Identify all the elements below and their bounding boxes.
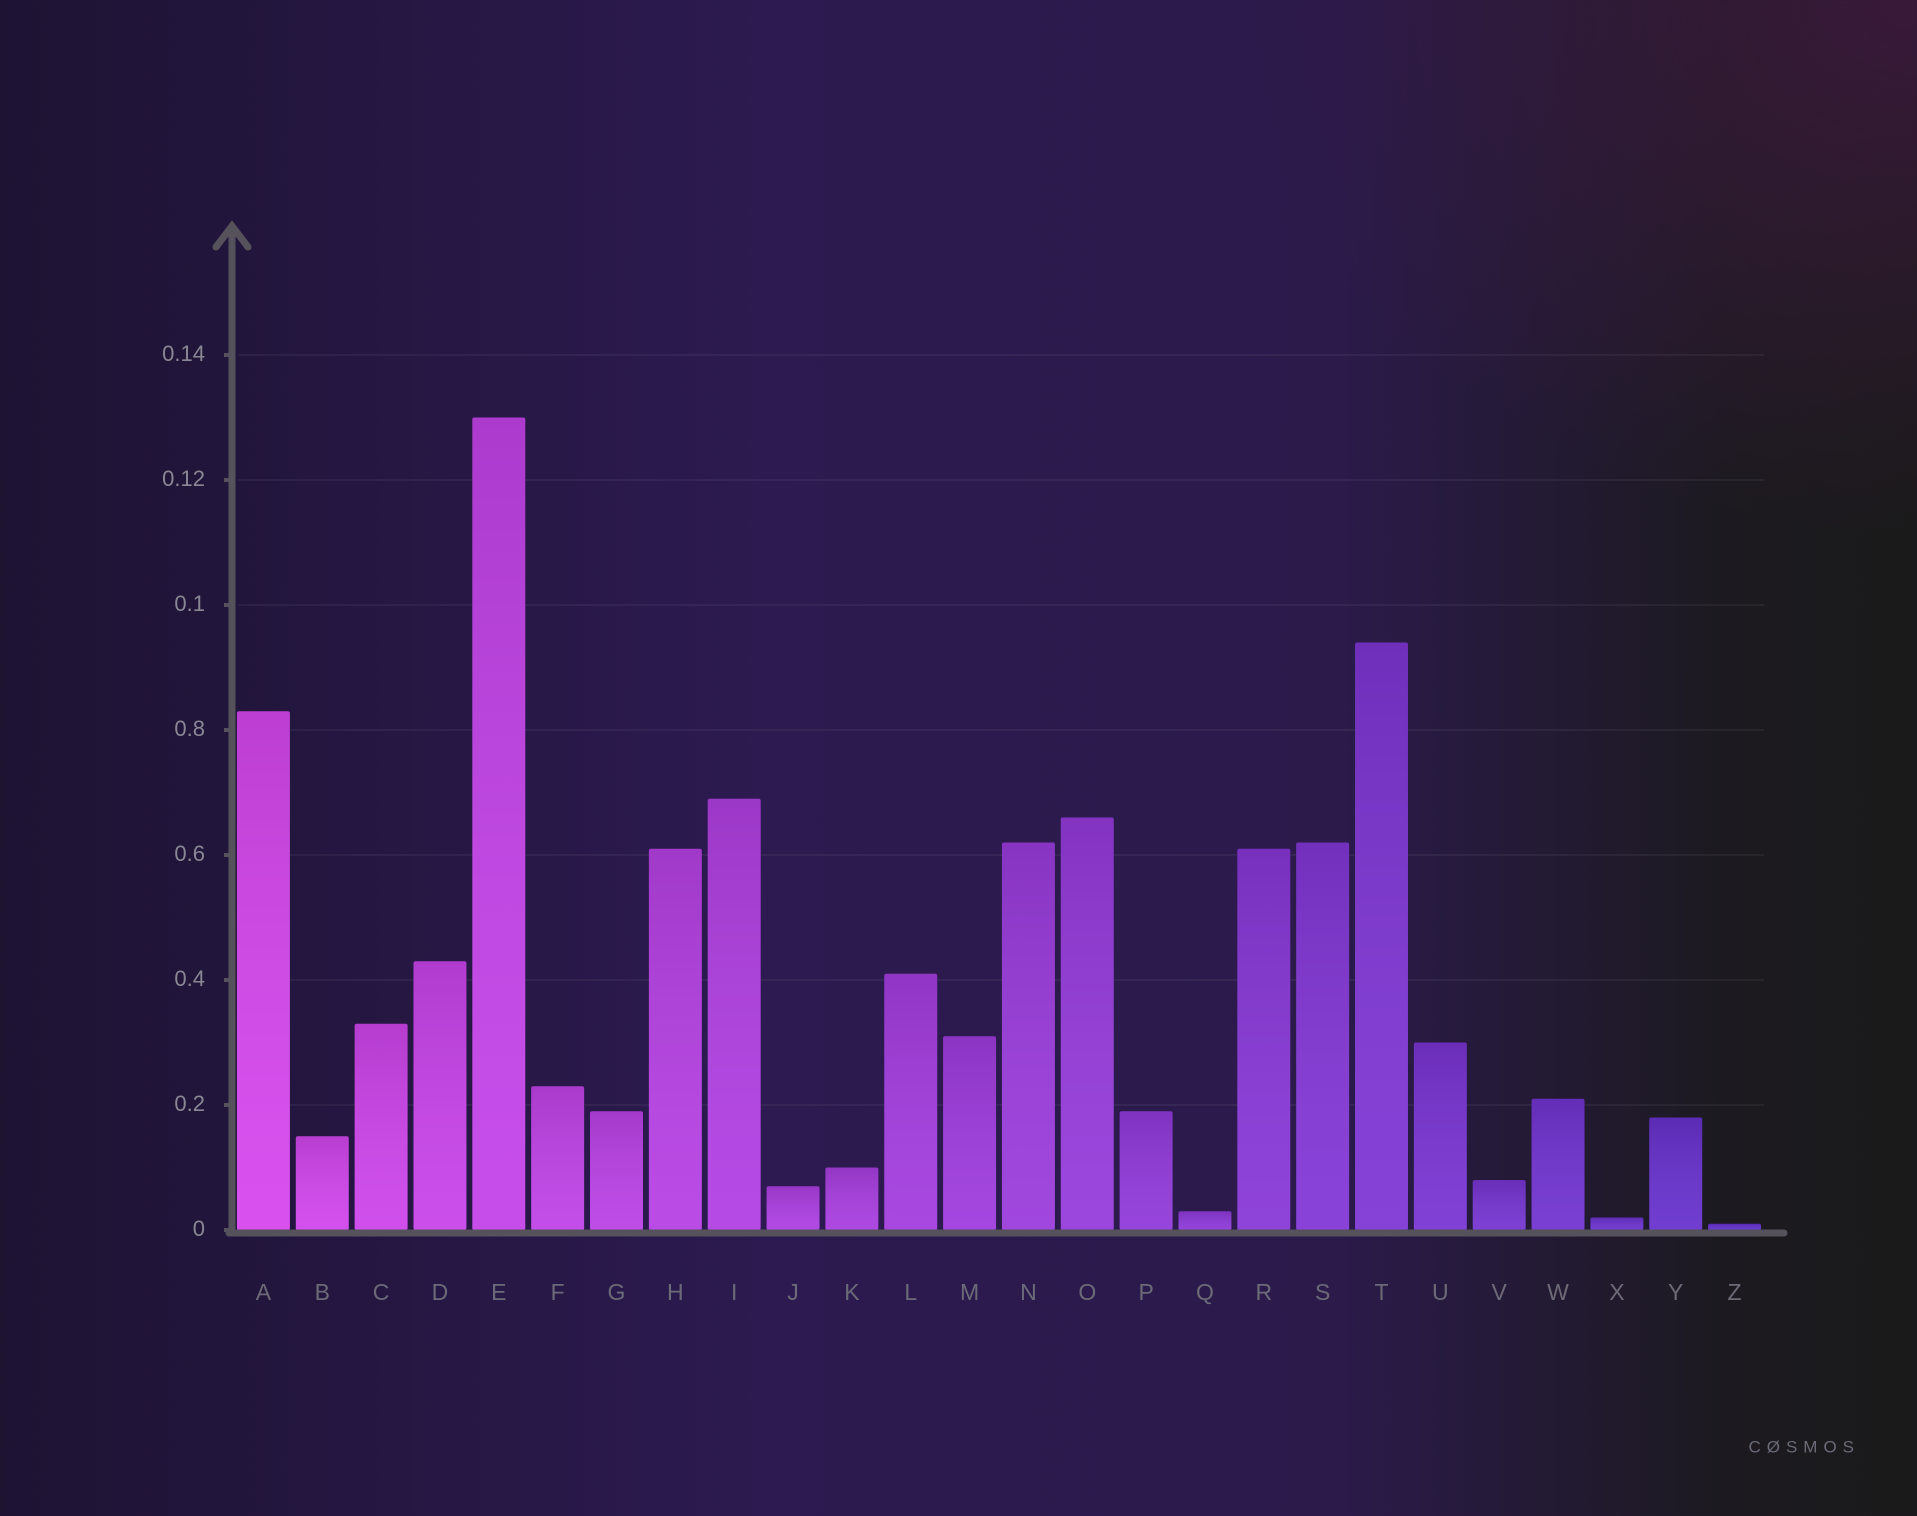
y-tick-label: 0.14 [162, 341, 205, 366]
bar-shade [1355, 642, 1408, 1230]
x-tick-label: I [731, 1279, 737, 1305]
y-tick-label: 0.12 [162, 466, 205, 491]
x-tick-label: X [1609, 1279, 1624, 1305]
bar-shade [472, 417, 526, 1230]
bar-shade [1590, 1217, 1644, 1230]
x-tick-label: Y [1668, 1279, 1683, 1305]
x-tick-label: R [1255, 1279, 1272, 1305]
x-tick-label: P [1138, 1279, 1153, 1305]
x-tick-label: Z [1728, 1279, 1742, 1305]
x-tick-label: V [1492, 1279, 1508, 1305]
y-axis-arrow [212, 220, 252, 251]
bar-shade [590, 1111, 643, 1230]
x-tick-label: A [256, 1279, 272, 1305]
x-tick-label: H [667, 1279, 684, 1305]
bar-shade [354, 1023, 408, 1230]
bar-shade [1001, 842, 1055, 1230]
x-tick-label: C [373, 1279, 390, 1305]
bar-shade [236, 711, 290, 1230]
bar-shade [531, 1086, 585, 1230]
y-tick-label: 0.6 [174, 841, 205, 866]
bar-shade [1649, 1117, 1703, 1230]
x-tick-label: T [1374, 1279, 1388, 1305]
bar-shade [295, 1136, 349, 1230]
x-tick-label: L [904, 1279, 917, 1305]
x-tick-label: N [1020, 1279, 1037, 1305]
bar-shade [1119, 1111, 1173, 1230]
bar-shade [1708, 1223, 1762, 1230]
x-tick-label: J [787, 1279, 799, 1305]
x-tick-label: B [315, 1279, 330, 1305]
x-tick-label: S [1315, 1279, 1330, 1305]
bar-shade [1296, 842, 1350, 1230]
bar-shade [707, 798, 761, 1230]
bar-shade [1178, 1211, 1232, 1230]
y-tick-label: 0.2 [174, 1091, 205, 1116]
bar-shade [825, 1167, 879, 1230]
bar-shade [1237, 848, 1291, 1230]
bar-shade [943, 1036, 997, 1230]
x-tick-label: W [1547, 1279, 1569, 1305]
y-tick-label: 0.4 [174, 966, 205, 991]
y-tick-label: 0.1 [174, 591, 205, 616]
x-tick-label: E [491, 1279, 506, 1305]
bar-shade [413, 961, 467, 1230]
x-tick-label: Q [1196, 1279, 1214, 1305]
watermark: CØSMOS [1748, 1437, 1860, 1456]
x-tick-label: U [1432, 1279, 1449, 1305]
bar-shade [1531, 1098, 1585, 1230]
bar-shade [1472, 1180, 1526, 1230]
plot-area: 0 0.2 0.4 0.6 0.8 0.1 0.12 0.14 A B C D E F G H I J K L M N O P… [162, 220, 1788, 1305]
x-tick-label: G [608, 1279, 626, 1305]
y-tick-label: 0.8 [174, 716, 205, 741]
x-tick-label: K [844, 1279, 860, 1305]
x-tick-label: D [432, 1279, 449, 1305]
x-tick-label: M [960, 1279, 979, 1305]
y-tick-label: 0 [193, 1216, 205, 1241]
bar-shade [766, 1186, 820, 1230]
bar-shade [1413, 1042, 1467, 1230]
bar-shade [648, 848, 702, 1230]
bar-shade [884, 973, 938, 1230]
bar-shade [1060, 817, 1114, 1230]
x-tick-label: O [1078, 1279, 1096, 1305]
x-tick-label: F [551, 1279, 565, 1305]
